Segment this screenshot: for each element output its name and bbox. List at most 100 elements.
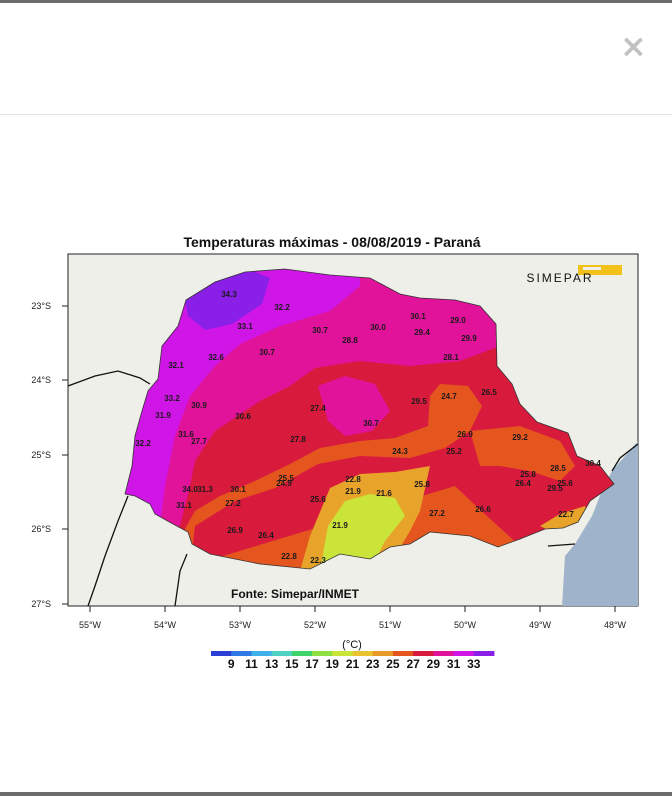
colorbar-swatch xyxy=(251,651,273,656)
station-value: 25.8 xyxy=(414,480,430,489)
colorbar-swatch xyxy=(332,651,353,656)
station-value: 21.9 xyxy=(345,487,361,496)
temperature-map-figure: Temperaturas máximas - 08/08/2019 - Para… xyxy=(0,226,672,676)
colorbar-swatch xyxy=(352,651,374,656)
station-value: 33.2 xyxy=(164,394,180,403)
station-value: 34.0 xyxy=(182,485,198,494)
ocean-area xyxy=(562,441,638,606)
colorbar-swatch xyxy=(413,651,434,656)
backdrop-top-edge xyxy=(0,0,672,3)
station-value: 31.9 xyxy=(155,411,171,420)
station-value: 21.6 xyxy=(376,489,392,498)
colorbar-tick-label: 29 xyxy=(427,657,441,671)
colorbar-swatch xyxy=(231,651,252,656)
station-value: 26.4 xyxy=(515,479,531,488)
station-value: 31.3 xyxy=(197,485,213,494)
station-values: 34.3 32.2 33.1 30.7 30.0 30.1 29.0 29.4 29.9 28.8… xyxy=(135,290,601,565)
station-value: 27.2 xyxy=(225,499,241,508)
simepar-logo-text: SIMEPAR xyxy=(526,271,593,285)
colorbar-tick-label: 23 xyxy=(366,657,380,671)
station-value: 30.6 xyxy=(235,412,251,421)
lat-label: 25°S xyxy=(31,450,51,460)
station-value: 31.1 xyxy=(176,501,192,510)
station-value: 28.8 xyxy=(342,336,358,345)
colorbar-tick-label: 21 xyxy=(346,657,360,671)
colorbar-tick-label: 33 xyxy=(467,657,481,671)
station-value: 25.2 xyxy=(446,447,462,456)
lon-label: 54°W xyxy=(154,620,177,630)
station-value: 29.5 xyxy=(411,397,427,406)
station-value: 25.8 xyxy=(520,470,536,479)
station-value: 29.2 xyxy=(512,433,528,442)
colorbar-swatch xyxy=(453,651,475,656)
station-value: 30.1 xyxy=(410,312,426,321)
station-value: 25.5 xyxy=(278,474,294,483)
station-value: 31.6 xyxy=(178,430,194,439)
close-icon[interactable]: × xyxy=(620,27,647,65)
colorbar-swatch xyxy=(291,651,313,656)
colorbar-tick-label: 19 xyxy=(326,657,340,671)
longitude-axis: 55°W 54°W 53°W 52°W 51°W 50°W 49°W 48°W xyxy=(79,606,627,630)
station-value: 34.3 xyxy=(221,290,237,299)
station-value: 30.7 xyxy=(259,348,275,357)
modal-header: × xyxy=(0,3,672,114)
colorbar-tick-label: 13 xyxy=(265,657,279,671)
station-value: 29.5 xyxy=(547,484,563,493)
colorbar-unit: (°C) xyxy=(342,639,362,651)
colorbar-swatch xyxy=(392,651,414,656)
colorbar-tick-label: 9 xyxy=(228,657,235,671)
simepar-logo: SIMEPAR xyxy=(526,265,622,285)
colorbar-tick-label: 25 xyxy=(386,657,400,671)
station-value: 26.9 xyxy=(457,430,473,439)
colorbar-swatch xyxy=(473,651,495,656)
lat-label: 27°S xyxy=(31,599,51,609)
station-value: 30.0 xyxy=(370,323,386,332)
station-value: 26.4 xyxy=(258,531,274,540)
station-value: 24.9 xyxy=(276,479,292,488)
lon-label: 53°W xyxy=(229,620,252,630)
station-value: 21.9 xyxy=(332,521,348,530)
colorbar-swatch xyxy=(312,651,333,656)
station-value: 27.4 xyxy=(310,404,326,413)
lon-label: 48°W xyxy=(604,620,627,630)
border-lines xyxy=(68,370,638,606)
station-value: 22.3 xyxy=(310,556,326,565)
station-value: 30.7 xyxy=(363,419,379,428)
station-value: 30.9 xyxy=(191,401,207,410)
lon-label: 52°W xyxy=(304,620,327,630)
station-value: 25.6 xyxy=(310,495,326,504)
map-title: Temperaturas máximas - 08/08/2019 - Para… xyxy=(183,234,480,250)
lon-label: 50°W xyxy=(454,620,477,630)
station-value: 24.7 xyxy=(441,392,457,401)
lon-label: 51°W xyxy=(379,620,402,630)
map-panel: SIMEPAR Fonte: Simepar/INMET 34.3 32.2 33.… xyxy=(67,253,639,607)
station-value: 32.2 xyxy=(274,303,290,312)
station-value: 27.8 xyxy=(290,435,306,444)
colorbar: 9 11 13 15 17 19 21 23 25 27 29 31 33 xyxy=(211,651,495,671)
latitude-axis: 23°S 24°S 25°S 26°S 27°S xyxy=(31,301,68,609)
station-value: 22.7 xyxy=(558,510,574,519)
station-value: 30.7 xyxy=(312,326,328,335)
colorbar-swatch xyxy=(433,651,454,656)
lon-label: 55°W xyxy=(79,620,102,630)
station-value: 33.1 xyxy=(237,322,253,331)
station-value: 22.8 xyxy=(281,552,297,561)
station-value: 29.0 xyxy=(450,316,466,325)
station-value: 27.7 xyxy=(191,437,207,446)
backdrop-bottom-edge xyxy=(0,792,672,796)
station-value: 24.3 xyxy=(392,447,408,456)
station-value: 26.5 xyxy=(481,388,497,397)
lon-label: 49°W xyxy=(529,620,552,630)
station-value: 27.2 xyxy=(429,509,445,518)
colorbar-swatch xyxy=(211,651,232,656)
station-value: 32.1 xyxy=(168,361,184,370)
station-value: 28.5 xyxy=(550,464,566,473)
station-value: 26.9 xyxy=(227,526,243,535)
lat-label: 26°S xyxy=(31,524,51,534)
station-value: 32.6 xyxy=(208,353,224,362)
station-value: 25.6 xyxy=(557,479,573,488)
source-note: Fonte: Simepar/INMET xyxy=(231,587,360,601)
colorbar-tick-label: 11 xyxy=(245,657,258,671)
colorbar-swatch xyxy=(372,651,394,656)
lat-label: 23°S xyxy=(31,301,51,311)
